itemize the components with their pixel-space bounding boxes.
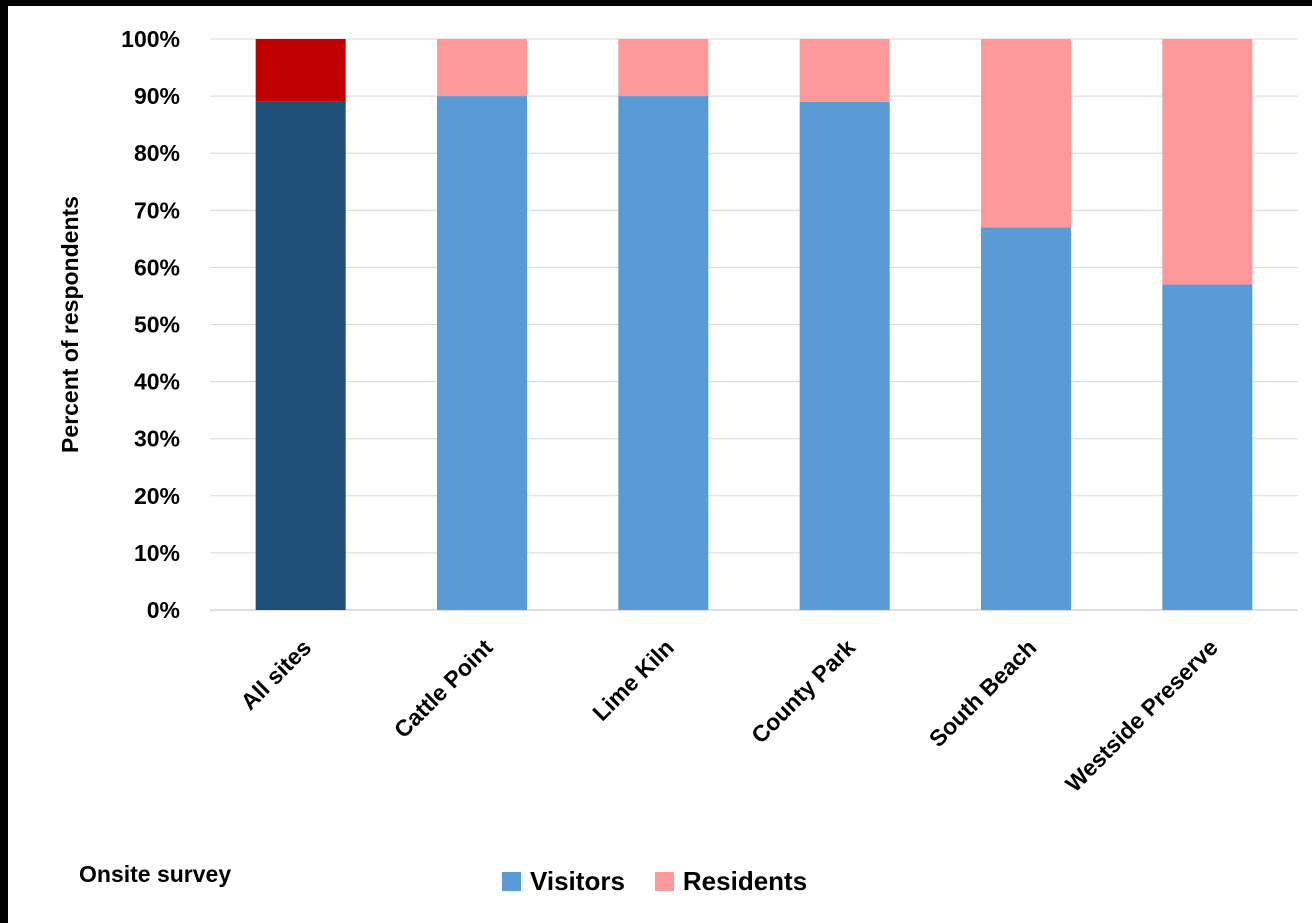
x-category-label: Cattle Point	[389, 634, 498, 743]
bar-residents-westside-preserve	[1162, 39, 1253, 285]
x-category-label: Lime Kiln	[587, 634, 679, 726]
legend-swatch-residents	[654, 872, 674, 891]
legend: Visitors Residents	[502, 866, 837, 897]
x-category-label: Westside Preserve	[1060, 634, 1223, 797]
x-category-label: County Park	[746, 634, 860, 748]
legend-label-visitors: Visitors	[530, 866, 625, 896]
y-tick-label: 30%	[134, 426, 180, 452]
legend-item-residents: Residents	[654, 866, 808, 897]
y-axis-title: Percent of respondents	[57, 196, 83, 453]
y-tick-label: 0%	[147, 597, 180, 623]
legend-swatch-visitors	[502, 872, 521, 891]
chart-canvas: 0% 10% 20% 30% 40% 50% 60% 70% 80% 90% 100% All si…	[57, 26, 1298, 797]
y-tick-label: 60%	[134, 254, 180, 280]
bar-residents-all-sites	[255, 39, 346, 102]
y-tick-label: 90%	[134, 83, 180, 109]
legend-item-visitors: Visitors	[502, 866, 625, 897]
y-tick-label: 50%	[134, 312, 180, 338]
chart-frame: 0% 10% 20% 30% 40% 50% 60% 70% 80% 90% 100% All si…	[8, 6, 1312, 923]
survey-note: Onsite survey	[79, 861, 232, 887]
bar-visitors-all-sites	[255, 101, 346, 610]
y-axis-ticks: 0% 10% 20% 30% 40% 50% 60% 70% 80% 90% 100%	[121, 26, 180, 623]
y-tick-label: 80%	[134, 140, 180, 166]
gridlines	[210, 38, 1298, 611]
y-tick-label: 40%	[134, 369, 180, 395]
x-category-label: South Beach	[924, 634, 1042, 752]
bar-visitors-westside-preserve	[1162, 284, 1253, 610]
bar-residents-county-park	[799, 39, 890, 102]
x-axis-labels: All sites Cattle Point Lime Kiln County Par…	[235, 634, 1222, 797]
y-tick-label: 10%	[134, 540, 180, 566]
bar-visitors-cattle-point	[437, 96, 527, 611]
x-category-label: All sites	[235, 634, 316, 715]
bar-residents-south-beach	[981, 39, 1071, 228]
y-tick-label: 20%	[134, 483, 180, 509]
bar-visitors-lime-kiln	[618, 96, 709, 611]
y-tick-label: 100%	[121, 26, 180, 52]
bar-visitors-county-park	[799, 101, 890, 610]
legend-label-residents: Residents	[682, 866, 808, 896]
bar-residents-lime-kiln	[618, 39, 709, 97]
bar-visitors-south-beach	[981, 227, 1071, 610]
bar-residents-cattle-point	[437, 39, 527, 97]
bars	[255, 39, 1253, 611]
y-tick-label: 70%	[134, 197, 180, 223]
